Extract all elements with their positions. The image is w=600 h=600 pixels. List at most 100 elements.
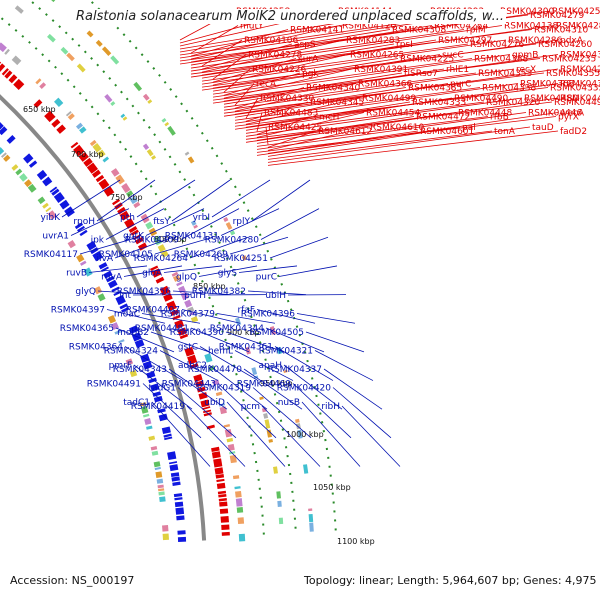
feature-block: [152, 391, 162, 397]
feature-block: [98, 262, 108, 270]
reverse-gene-label: RSMK04390: [170, 328, 225, 338]
reverse-gene-label: RSMK04379: [161, 310, 216, 320]
feature-block: [90, 247, 99, 255]
feature-block: [42, 176, 53, 187]
feature-block: [216, 482, 226, 490]
feature-block: [251, 367, 258, 376]
feature-block: [15, 168, 23, 176]
forward-gene-label: RSMK04330: [260, 94, 315, 104]
feature-block: [167, 451, 177, 461]
feature-block: [95, 39, 103, 47]
feature-block: [49, 186, 58, 193]
feature-block: [211, 451, 221, 459]
label-connector: [223, 68, 445, 105]
feature-block: [51, 188, 60, 196]
feature-block: [86, 240, 97, 251]
feature-block: [36, 169, 48, 181]
feature-block: [120, 113, 126, 119]
label-connector: [269, 236, 329, 259]
feature-block: [213, 458, 223, 468]
forward-gene-label: RSMK04106: [244, 36, 299, 46]
forward-gene-label: sucC: [442, 51, 464, 61]
feature-block: [51, 118, 61, 128]
feature-block: [189, 363, 199, 369]
forward-gene-label: RSMK04310: [534, 26, 589, 36]
forward-gene-label: RSMK04495: [554, 98, 600, 108]
reverse-gene-label: apaH: [258, 361, 282, 371]
feature-block: [129, 196, 138, 205]
label-connector: [229, 236, 289, 255]
forward-gene-label: rhlE1: [446, 65, 469, 75]
label-connector: [201, 39, 507, 85]
reverse-gene-label: rfaF: [237, 306, 255, 316]
label-connector: [223, 72, 477, 108]
label-connector: [189, 236, 249, 259]
forward-gene-label: RSMK04320: [486, 98, 541, 108]
feature-block: [139, 402, 147, 407]
label-connector: [97, 290, 157, 295]
feature-block: [204, 353, 213, 363]
label-connector: [201, 43, 395, 76]
label-connector: [223, 68, 251, 93]
reverse-gene-label: ubiD: [204, 398, 225, 408]
label-connector: [267, 130, 493, 160]
feature-block: [214, 467, 224, 475]
feature-block: [70, 141, 79, 149]
label-connector: [177, 387, 237, 439]
reverse-gene-label: glyS: [218, 269, 238, 279]
label-connector: [267, 130, 317, 148]
label-connector: [256, 116, 489, 147]
feature-block: [276, 491, 281, 499]
feature-block: [220, 515, 229, 523]
reverse-gene-label: RSMK04407: [126, 306, 180, 316]
feature-block: [60, 46, 69, 55]
reverse-gene-label: purH: [184, 291, 206, 301]
feature-block: [134, 236, 144, 245]
forward-gene-label: RSMK04601: [420, 127, 474, 137]
label-connector: [234, 87, 305, 109]
forward-gene-label: RSMK04283: [346, 36, 400, 46]
label-connector: [217, 383, 277, 439]
label-connector: [220, 208, 280, 236]
feature-block: [4, 70, 13, 79]
feature-block: [172, 314, 181, 321]
reverse-gene-label: RSMK04269: [174, 250, 229, 260]
label-connector: [168, 368, 228, 410]
reverse-gene-label: rplY: [233, 217, 251, 227]
forward-gene-label: tauD: [532, 123, 554, 133]
label-connector: [256, 112, 457, 144]
feature-block: [11, 164, 19, 171]
reverse-gene-label: ftsY: [153, 217, 170, 227]
feature-block: [91, 169, 101, 178]
forward-gene-label: cmcH: [314, 113, 339, 123]
feature-block: [119, 210, 130, 221]
reverse-gene-label: ipk: [91, 236, 105, 246]
forward-gene-label: RSMK04389: [560, 51, 600, 61]
reverse-gene-label: RSMK04264: [134, 254, 189, 264]
kbp-tick: 700 kbp: [71, 150, 104, 159]
feature-block: [79, 229, 88, 237]
feature-block: [140, 405, 149, 414]
feature-block: [158, 413, 168, 422]
orf-ring-mid: [14, 5, 284, 525]
feature-block: [176, 281, 183, 287]
feature-block: [142, 143, 150, 150]
accession-label: Accession: NS_000197: [10, 574, 135, 587]
feature-block: [150, 445, 158, 451]
feature-block: [115, 174, 125, 185]
feature-block: [110, 168, 120, 177]
feature-block: [86, 30, 94, 38]
forward-gene-label: RSMK04353: [478, 69, 532, 79]
reverse-gene-label: RSMK04356: [117, 287, 172, 297]
feature-block: [97, 149, 106, 158]
feature-block: [235, 317, 242, 326]
feature-block: [193, 374, 203, 382]
reverse-gene-label: moaC: [114, 310, 140, 320]
feature-block: [110, 55, 120, 65]
feature-block: [125, 358, 134, 366]
forward-gene-label: RSMK04475: [560, 94, 600, 104]
reverse-gene-label: RSMK04382: [192, 287, 246, 297]
forward-gene-label: tonA: [494, 127, 516, 137]
feature-block: [42, 202, 49, 209]
